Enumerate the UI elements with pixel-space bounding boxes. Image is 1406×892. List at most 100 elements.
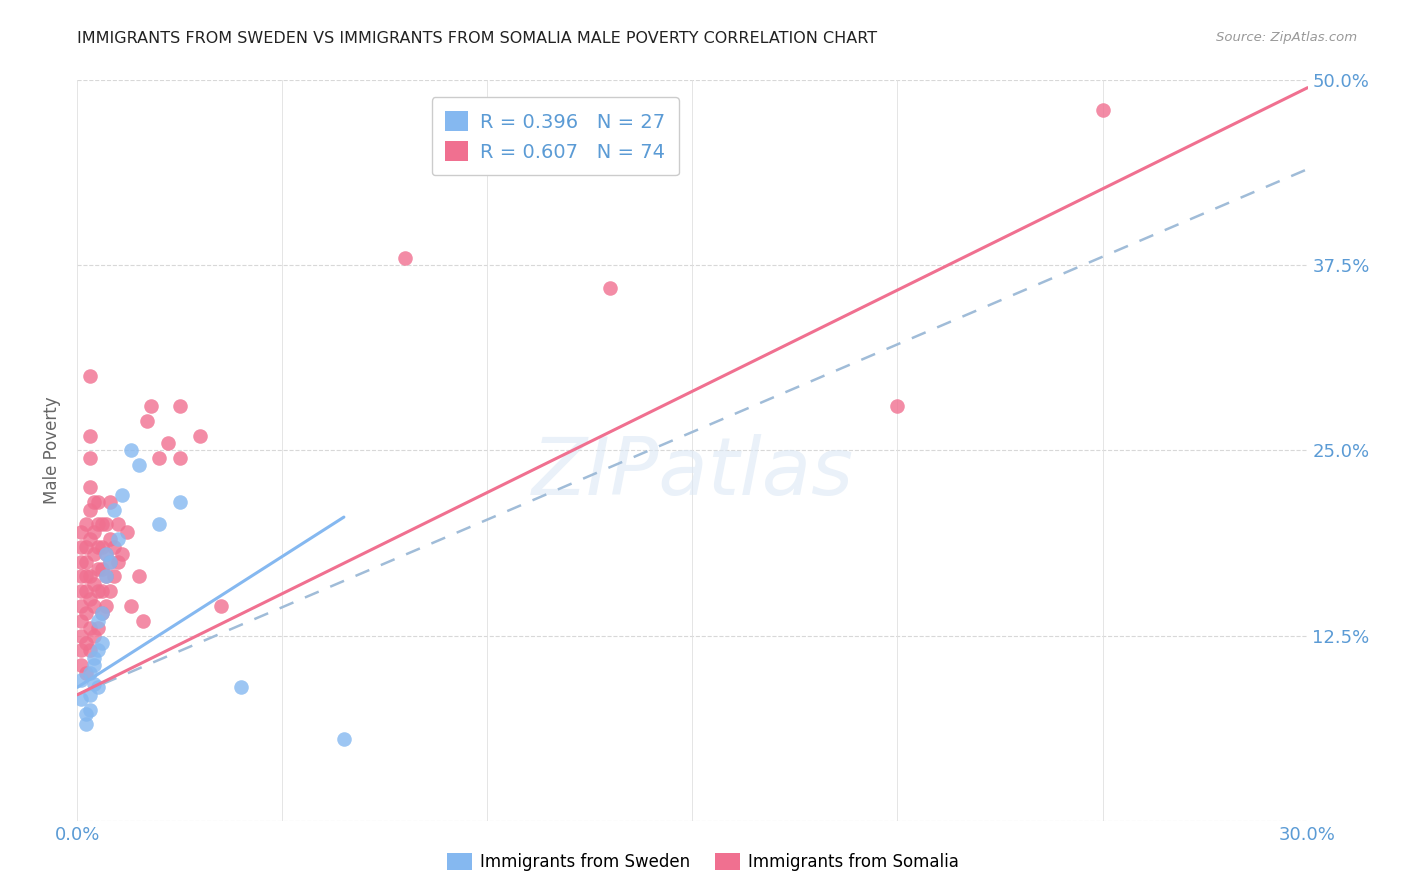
- Point: [169, 450, 191, 465]
- Point: [87, 495, 110, 509]
- Point: [107, 533, 129, 547]
- Point: [136, 414, 159, 428]
- Point: [98, 533, 121, 547]
- Point: [169, 495, 191, 509]
- Point: [120, 443, 142, 458]
- Legend: Immigrants from Sweden, Immigrants from Somalia: Immigrants from Sweden, Immigrants from …: [439, 845, 967, 880]
- Point: [70, 614, 93, 628]
- Point: [70, 673, 93, 687]
- Point: [103, 569, 125, 583]
- Point: [169, 399, 191, 413]
- Point: [141, 399, 163, 413]
- Point: [90, 607, 114, 621]
- Point: [79, 450, 101, 465]
- Point: [90, 562, 114, 576]
- Point: [79, 703, 101, 717]
- Point: [75, 555, 97, 569]
- Y-axis label: Male Poverty: Male Poverty: [44, 397, 62, 504]
- Point: [83, 524, 105, 539]
- Point: [107, 517, 129, 532]
- Point: [94, 569, 117, 583]
- Point: [79, 533, 101, 547]
- Point: [83, 495, 105, 509]
- Point: [90, 607, 114, 621]
- Point: [90, 636, 114, 650]
- Point: [333, 732, 356, 747]
- Text: ZIPatlas: ZIPatlas: [531, 434, 853, 512]
- Point: [75, 636, 97, 650]
- Point: [83, 658, 105, 673]
- Point: [75, 569, 97, 583]
- Point: [148, 450, 170, 465]
- Point: [70, 540, 93, 554]
- Point: [87, 584, 110, 599]
- Point: [79, 688, 101, 702]
- Point: [128, 569, 150, 583]
- Point: [98, 584, 121, 599]
- Point: [87, 540, 110, 554]
- Point: [98, 495, 121, 509]
- Point: [79, 665, 101, 680]
- Point: [70, 569, 93, 583]
- Point: [103, 540, 125, 554]
- Point: [107, 555, 129, 569]
- Point: [87, 643, 110, 657]
- Point: [128, 458, 150, 473]
- Point: [70, 584, 93, 599]
- Point: [115, 524, 138, 539]
- Point: [75, 706, 97, 721]
- Point: [394, 251, 416, 265]
- Point: [75, 540, 97, 554]
- Point: [75, 517, 97, 532]
- Point: [79, 591, 101, 606]
- Point: [70, 628, 93, 642]
- Point: [79, 369, 101, 384]
- Point: [94, 569, 117, 583]
- Point: [79, 428, 101, 442]
- Point: [103, 502, 125, 516]
- Point: [83, 650, 105, 665]
- Point: [79, 480, 101, 494]
- Point: [83, 576, 105, 591]
- Point: [83, 677, 105, 691]
- Point: [70, 599, 93, 613]
- Point: [231, 681, 253, 695]
- Point: [188, 428, 212, 442]
- Point: [83, 628, 105, 642]
- Point: [111, 547, 134, 561]
- Point: [79, 502, 101, 516]
- Point: [148, 517, 170, 532]
- Point: [79, 569, 101, 583]
- Point: [94, 599, 117, 613]
- Point: [79, 621, 101, 635]
- Point: [70, 643, 93, 657]
- Point: [98, 555, 121, 569]
- Point: [90, 584, 114, 599]
- Point: [87, 621, 110, 635]
- Text: IMMIGRANTS FROM SWEDEN VS IMMIGRANTS FROM SOMALIA MALE POVERTY CORRELATION CHART: IMMIGRANTS FROM SWEDEN VS IMMIGRANTS FRO…: [77, 31, 877, 46]
- Point: [79, 643, 101, 657]
- Point: [87, 614, 110, 628]
- Text: Source: ZipAtlas.com: Source: ZipAtlas.com: [1216, 31, 1357, 45]
- Point: [120, 599, 142, 613]
- Point: [156, 436, 179, 450]
- Point: [70, 692, 93, 706]
- Point: [94, 547, 117, 561]
- Point: [886, 399, 908, 413]
- Point: [70, 524, 93, 539]
- Point: [75, 607, 97, 621]
- Point: [75, 717, 97, 731]
- Point: [70, 658, 93, 673]
- Point: [90, 540, 114, 554]
- Point: [94, 517, 117, 532]
- Legend: R = 0.396   N = 27, R = 0.607   N = 74: R = 0.396 N = 27, R = 0.607 N = 74: [432, 97, 679, 176]
- Point: [111, 488, 134, 502]
- Point: [87, 562, 110, 576]
- Point: [94, 547, 117, 561]
- Point: [599, 280, 621, 294]
- Point: [83, 547, 105, 561]
- Point: [87, 517, 110, 532]
- Point: [90, 517, 114, 532]
- Point: [132, 614, 155, 628]
- Point: [83, 599, 105, 613]
